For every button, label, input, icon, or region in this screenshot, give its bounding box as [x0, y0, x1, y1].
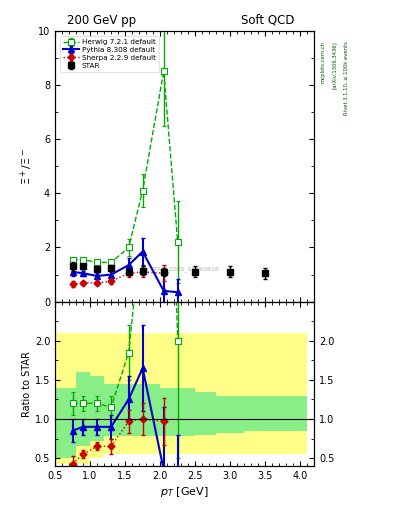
Text: mcplots.cern.ch: mcplots.cern.ch: [320, 41, 325, 83]
Text: Soft QCD: Soft QCD: [241, 14, 294, 27]
Text: STAR_2005_S6960618: STAR_2005_S6960618: [151, 266, 219, 272]
Legend: Herwig 7.2.1 default, Pythia 8.308 default, Sherpa 2.2.9 default, STAR: Herwig 7.2.1 default, Pythia 8.308 defau…: [60, 36, 159, 72]
Y-axis label: $\Xi^+/\Xi^-$: $\Xi^+/\Xi^-$: [19, 147, 35, 185]
Y-axis label: Ratio to STAR: Ratio to STAR: [22, 351, 32, 417]
Text: Rivet 3.1.10, ≥ 100k events: Rivet 3.1.10, ≥ 100k events: [344, 41, 349, 115]
Text: 200 GeV pp: 200 GeV pp: [67, 14, 136, 27]
X-axis label: $p_T$ [GeV]: $p_T$ [GeV]: [160, 485, 209, 499]
Text: [arXiv:1306.3436]: [arXiv:1306.3436]: [332, 41, 337, 89]
